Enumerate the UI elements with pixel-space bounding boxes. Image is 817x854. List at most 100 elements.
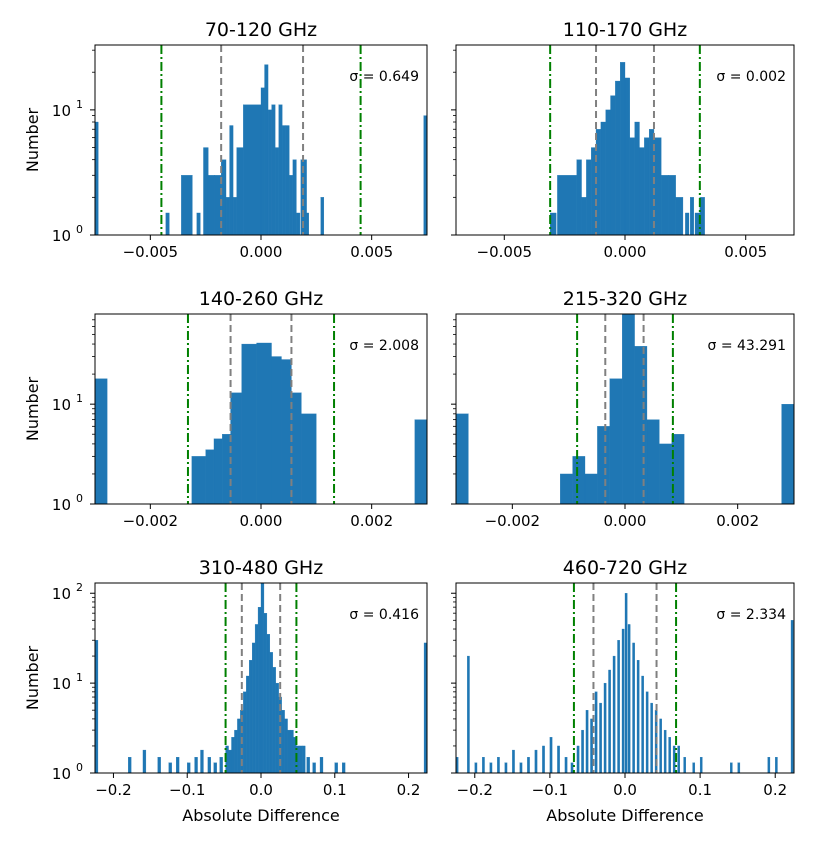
histogram-bar xyxy=(237,718,241,773)
histogram-bar xyxy=(653,137,662,235)
histogram-bar xyxy=(142,749,147,773)
histogram-bar xyxy=(213,762,217,773)
histogram-bar xyxy=(597,426,610,504)
histogram-bar xyxy=(312,762,316,773)
sigma-annotation: σ = 2.334 xyxy=(716,607,786,623)
histogram-bar xyxy=(260,583,265,773)
y-tick-exponent: 0 xyxy=(76,223,83,236)
y-tick-exponent: 0 xyxy=(76,492,83,505)
y-tick-exponent: 2 xyxy=(76,581,83,594)
histogram-bar xyxy=(260,87,265,235)
histogram-bar xyxy=(191,456,206,504)
histogram-bar xyxy=(334,762,338,773)
histogram-bar xyxy=(600,121,606,235)
histogram-bar xyxy=(737,762,741,773)
histogram-bar xyxy=(672,745,676,773)
x-tick-label: 0.0 xyxy=(249,781,273,799)
histogram-bar xyxy=(95,378,108,504)
histogram-bar xyxy=(243,104,262,235)
histogram-bar xyxy=(230,392,242,504)
panel-4: 215-320 GHz −0.002 0.000 0.002 σ = 43.291 xyxy=(451,288,795,530)
histogram-bar xyxy=(675,197,684,235)
x-tick-label: −0.002 xyxy=(485,512,541,530)
histogram-bar xyxy=(482,757,485,773)
histogram-bar xyxy=(271,356,282,504)
panel-title: 460-720 GHz xyxy=(563,557,687,579)
x-tick-label: −0.2 xyxy=(95,781,131,799)
histogram-bar xyxy=(231,737,235,773)
panel-2: 110-170 GHz −0.005 0.000 0.005 σ = 0.002 xyxy=(451,19,795,261)
histogram-bar xyxy=(414,419,427,504)
histogram-bar xyxy=(564,757,568,773)
histogram-bar xyxy=(586,159,592,235)
y-axis-label: Number xyxy=(23,645,42,710)
histogram-bar xyxy=(236,147,244,235)
histogram-bar xyxy=(644,137,650,235)
histogram-bar xyxy=(639,147,645,235)
histogram-bar xyxy=(196,212,201,235)
histogram-bar xyxy=(677,745,680,773)
histogram-bar xyxy=(320,197,325,235)
histogram-bar xyxy=(581,729,584,773)
histogram-bar xyxy=(621,628,625,773)
histogram-bar xyxy=(296,212,301,235)
y-tick-label: 10 xyxy=(52,102,71,120)
y-tick-label: 10 xyxy=(52,585,71,603)
histogram-bar xyxy=(281,710,285,773)
histogram-bar xyxy=(767,757,771,773)
histogram-bar xyxy=(560,473,573,504)
histogram-bar xyxy=(629,137,635,235)
panel-6: 460-720 GHz −0.2 −0.1 0.0 0.1 0.2 Absolute Dif… xyxy=(451,557,795,825)
x-tick-label: 0.005 xyxy=(724,243,767,261)
histogram-bar xyxy=(194,757,198,773)
y-axis-label: Number xyxy=(23,107,42,172)
histogram-bar xyxy=(285,125,290,235)
x-tick-label: 0.000 xyxy=(240,512,283,530)
histogram-bar xyxy=(603,682,607,773)
y-tick-exponent: 1 xyxy=(76,392,83,405)
panel-5: 310-480 GHz −0.2 −0.1 0.0 0.1 0.2 10 0 10 1 10 2 Num… xyxy=(23,557,428,825)
histogram-bar xyxy=(605,109,611,235)
histogram-bar xyxy=(690,197,694,235)
histogram-bar xyxy=(456,413,469,504)
histogram-bar xyxy=(128,757,132,773)
bars xyxy=(95,64,427,235)
histogram-bar xyxy=(278,104,283,235)
sigma-annotation: σ = 0.416 xyxy=(349,607,419,623)
histogram-bar xyxy=(254,624,259,773)
histogram-bar xyxy=(599,702,602,773)
histogram-bar xyxy=(301,413,317,504)
bars xyxy=(456,593,794,773)
histogram-bar xyxy=(661,175,669,235)
panel-3: 140-260 GHz −0.002 0.000 0.002 10 0 10 1 Number σ… xyxy=(23,288,428,530)
histogram-bar xyxy=(646,419,660,504)
y-tick-label: 10 xyxy=(52,675,71,693)
histogram-bar xyxy=(617,640,620,773)
histogram-bar xyxy=(489,762,493,773)
histogram-bar xyxy=(549,737,553,773)
panel-title: 110-170 GHz xyxy=(563,19,687,41)
histogram-bar xyxy=(176,757,180,773)
histogram-bar xyxy=(271,104,276,235)
histogram-bar xyxy=(527,757,530,773)
x-tick-label: −0.005 xyxy=(123,243,179,261)
histogram-bar xyxy=(302,745,306,773)
panel-title: 140-260 GHz xyxy=(199,288,323,310)
histogram-bar xyxy=(512,749,515,773)
histogram-bar xyxy=(557,175,577,235)
bars xyxy=(95,342,427,504)
y-tick-exponent: 0 xyxy=(76,761,83,774)
histogram-bar xyxy=(609,378,623,504)
histogram-bar xyxy=(275,682,279,773)
histogram-bar xyxy=(319,757,324,773)
histogram-bar xyxy=(683,757,686,773)
panel-1: 70-120 GHz −0.005 0.000 0.005 10 0 10 1 Number σ … xyxy=(23,19,428,261)
histogram-bar xyxy=(620,62,626,235)
histogram-bar xyxy=(203,147,209,235)
histogram-bar xyxy=(225,197,230,235)
y-axis-label: Number xyxy=(23,376,42,441)
histogram-bar xyxy=(95,121,99,235)
histogram-bar xyxy=(291,392,302,504)
histogram-bar xyxy=(645,691,649,773)
histogram-bar xyxy=(257,607,262,773)
